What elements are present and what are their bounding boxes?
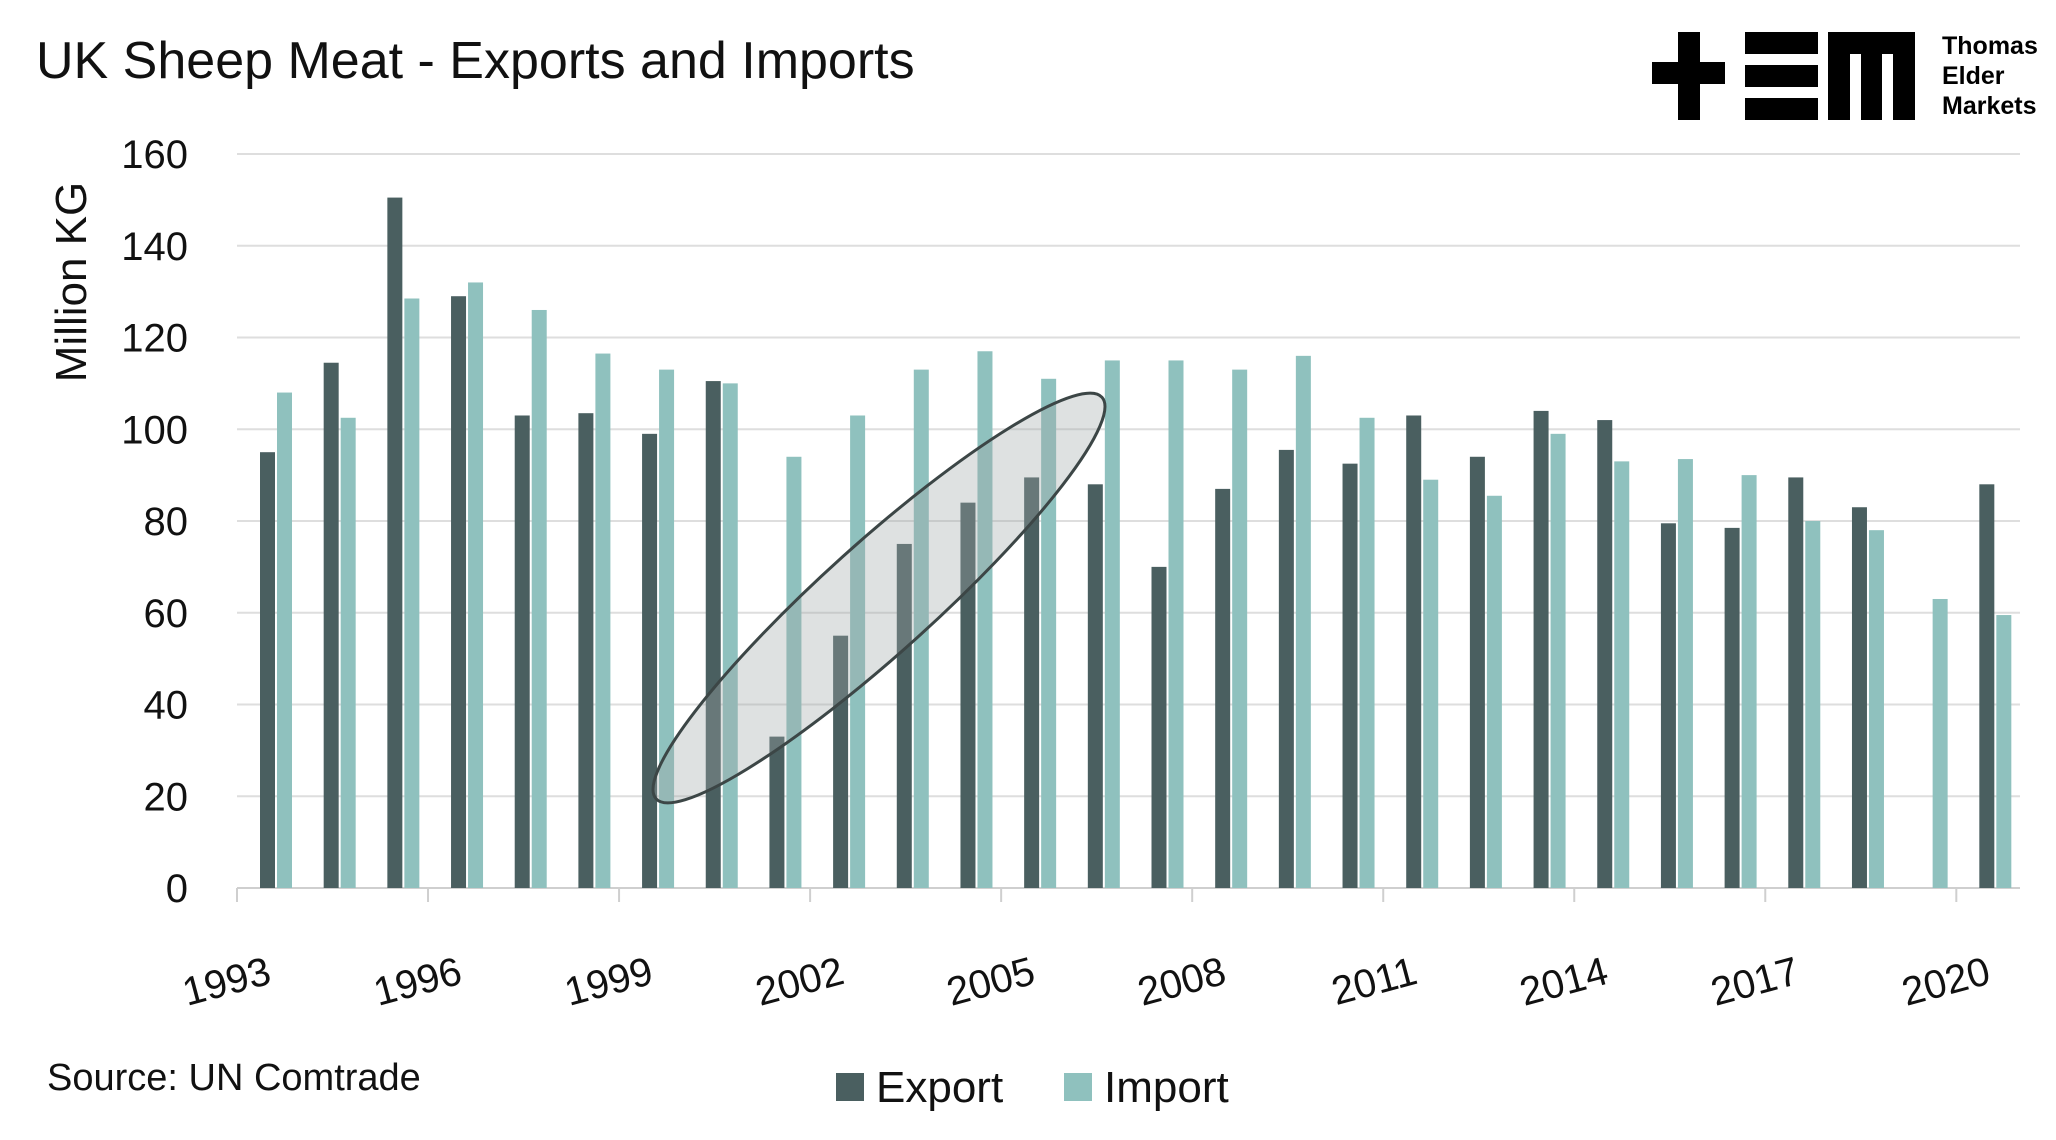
- bar-export-2018: [1851, 507, 1867, 888]
- y-tick-label: 60: [144, 592, 189, 636]
- x-tick-label: 2017: [1706, 949, 1803, 1015]
- y-tick-label: 140: [121, 225, 188, 269]
- bar-export-2012: [1469, 456, 1485, 888]
- bar-import-2006: [1104, 360, 1120, 888]
- x-tick-label: 2008: [1133, 949, 1230, 1015]
- bar-export-2017: [1788, 477, 1804, 888]
- bar-import-2003: [913, 369, 929, 888]
- bar-import-2017: [1805, 521, 1821, 888]
- x-tick-label: 1996: [369, 949, 466, 1015]
- bar-import-2012: [1486, 495, 1502, 888]
- bar-import-2007: [1168, 360, 1184, 888]
- bar-import-1995: [404, 298, 420, 889]
- bar-import-1999: [659, 369, 675, 888]
- bar-import-2015: [1677, 459, 1693, 888]
- legend-swatch-export: [836, 1073, 864, 1101]
- svg-text:Thomas: Thomas: [1942, 32, 2038, 60]
- x-tick-label: 1999: [560, 949, 657, 1015]
- bar-import-2019: [1932, 598, 1948, 888]
- bar-export-1997: [514, 415, 530, 888]
- y-tick-label: 40: [144, 684, 189, 728]
- y-tick-label: 0: [166, 867, 188, 911]
- bar-export-2001: [769, 736, 785, 888]
- bar-export-1998: [578, 413, 594, 888]
- bar-import-1994: [340, 417, 356, 888]
- bar-export-2005: [1024, 477, 1040, 888]
- bar-import-2011: [1423, 479, 1439, 888]
- bar-import-2016: [1741, 475, 1757, 888]
- bar-export-2006: [1087, 484, 1103, 888]
- chart-title: UK Sheep Meat - Exports and Imports: [36, 32, 915, 90]
- bar-export-1995: [387, 197, 403, 889]
- bar-import-2010: [1359, 417, 1375, 888]
- legend-label-import: Import: [1104, 1063, 1229, 1112]
- bar-import-2009: [1295, 355, 1311, 889]
- bar-import-2008: [1232, 369, 1248, 888]
- bar-export-2003: [896, 543, 912, 888]
- bar-import-2000: [722, 383, 738, 888]
- bar-export-2010: [1342, 463, 1358, 888]
- y-axis-label: Million KG: [47, 182, 96, 383]
- bar-import-2018: [1868, 530, 1884, 888]
- y-tick-label: 100: [121, 408, 188, 452]
- bar-export-2000: [705, 381, 721, 888]
- bar-import-2014: [1614, 461, 1630, 888]
- x-tick-label: 2002: [751, 949, 848, 1015]
- bar-import-2001: [786, 456, 802, 888]
- bar-export-2013: [1533, 410, 1549, 888]
- bar-export-2020: [1979, 484, 1995, 888]
- bar-import-1998: [595, 353, 611, 888]
- bar-export-2015: [1660, 523, 1676, 888]
- bar-export-2007: [1151, 566, 1167, 888]
- x-tick-label: 1993: [178, 949, 275, 1015]
- x-tick-label: 2005: [942, 949, 1039, 1015]
- highlight-annotation: [651, 391, 1107, 805]
- y-tick-label: 20: [144, 775, 189, 819]
- bar-import-1996: [468, 282, 484, 888]
- y-tick-label: 160: [121, 133, 188, 177]
- legend-swatch-import: [1064, 1073, 1092, 1101]
- svg-text:Elder: Elder: [1942, 62, 2005, 90]
- bar-import-2002: [850, 415, 866, 888]
- bar-export-2004: [960, 502, 976, 888]
- bar-export-1994: [323, 362, 339, 888]
- y-tick-label: 80: [144, 500, 189, 544]
- bar-import-1993: [277, 392, 292, 888]
- x-tick-label: 2014: [1515, 949, 1612, 1015]
- bar-export-1993: [260, 452, 275, 888]
- bar-export-2008: [1215, 488, 1231, 888]
- bar-export-2009: [1278, 449, 1294, 888]
- bar-export-2014: [1597, 420, 1613, 888]
- bar-export-1999: [642, 433, 658, 888]
- x-tick-label: 2020: [1897, 949, 1994, 1015]
- y-tick-label: 120: [121, 317, 188, 361]
- x-tick-label: 2011: [1327, 949, 1421, 1014]
- logo: Thomas Elder Markets: [1652, 32, 2038, 120]
- bar-export-1996: [451, 296, 467, 888]
- bar-import-1997: [531, 309, 547, 889]
- bar-export-2016: [1724, 527, 1740, 888]
- bar-import-2013: [1550, 433, 1566, 888]
- bar-import-2020: [1996, 615, 2012, 888]
- legend: Export Import: [836, 1063, 1229, 1112]
- bar-export-2011: [1406, 415, 1422, 888]
- legend-label-export: Export: [876, 1063, 1003, 1112]
- bar-import-2004: [977, 351, 993, 888]
- source-note: Source: UN Comtrade: [47, 1057, 421, 1099]
- svg-text:Markets: Markets: [1942, 92, 2037, 120]
